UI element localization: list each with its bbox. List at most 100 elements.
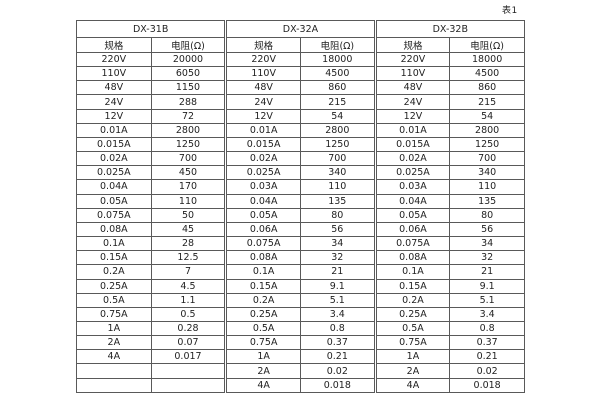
- spec-cell: 0.15A: [76, 250, 152, 266]
- resistance-cell: 80: [299, 207, 376, 223]
- resistance-column-header: 电阻(Ω): [449, 37, 525, 53]
- resistance-cell: 340: [299, 165, 376, 181]
- resistance-cell: 0.8: [299, 320, 376, 337]
- resistance-cell: 215: [449, 94, 525, 110]
- spec-cell: 0.25A: [373, 306, 451, 322]
- resistance-cell: 450: [150, 165, 227, 181]
- table-row: 48V 1150 48V 860 48V 860: [76, 80, 525, 96]
- spec-cell: 48V: [76, 80, 152, 96]
- spec-cell: 0.5A: [373, 320, 451, 337]
- spec-cell: 24V: [76, 94, 152, 110]
- spec-cell: 12V: [373, 108, 451, 124]
- resistance-cell: 54: [299, 108, 376, 124]
- spec-cell: 0.015A: [76, 136, 152, 153]
- table-row: 1A 0.28 0.5A 0.8 0.5A 0.8: [76, 320, 525, 337]
- resistance-cell: 110: [449, 179, 525, 195]
- resistance-cell: 6050: [150, 66, 227, 82]
- resistance-cell: 0.5: [150, 306, 227, 322]
- spec-cell: 0.1A: [373, 264, 451, 280]
- table-row: 0.1A 28 0.075A 34 0.075A 34: [76, 236, 525, 252]
- spec-cell: 0.05A: [76, 193, 152, 209]
- spec-cell: 0.02A: [76, 151, 152, 167]
- spec-column-header: 规格: [373, 37, 451, 53]
- resistance-cell: 0.07: [150, 335, 227, 351]
- spec-cell: 0.06A: [224, 221, 301, 238]
- spec-cell: 12V: [76, 108, 152, 124]
- spec-cell: 0.075A: [76, 207, 152, 223]
- resistance-cell: 0.28: [150, 320, 227, 337]
- table-row: 0.04A 170 0.03A 110 0.03A 110: [76, 179, 525, 195]
- resistance-cell: 700: [449, 151, 525, 167]
- resistance-cell: 700: [299, 151, 376, 167]
- table-row: 2A 0.02 2A 0.02: [76, 363, 525, 379]
- spec-cell: 0.03A: [373, 179, 451, 195]
- resistance-cell: 12.5: [150, 250, 227, 266]
- table-row: 0.05A 110 0.04A 135 0.04A 135: [76, 193, 525, 209]
- spec-cell: 24V: [224, 94, 301, 110]
- spec-cell: 0.03A: [224, 179, 301, 195]
- resistance-cell: 4.5: [150, 278, 227, 294]
- resistance-cell: 21: [299, 264, 376, 280]
- resistance-cell: 135: [299, 193, 376, 209]
- spec-cell: 0.08A: [224, 250, 301, 266]
- spec-cell: 24V: [373, 94, 451, 110]
- table-row: 2A 0.07 0.75A 0.37 0.75A 0.37: [76, 335, 525, 351]
- spec-cell: 110V: [224, 66, 301, 82]
- table-row: 0.01A 2800 0.01A 2800 0.01A 2800: [76, 122, 525, 138]
- spec-cell: 2A: [373, 363, 451, 379]
- spec-cell: 4A: [373, 377, 451, 394]
- table-row: 24V 288 24V 215 24V 215: [76, 94, 525, 110]
- resistance-cell: 2800: [449, 122, 525, 138]
- spec-cell: 0.015A: [373, 136, 451, 153]
- resistance-cell: 1250: [150, 136, 227, 153]
- spec-cell: 0.15A: [373, 278, 451, 294]
- table-caption: 表1: [502, 6, 518, 16]
- resistance-cell: 3.4: [449, 306, 525, 322]
- spec-cell: 1A: [373, 349, 451, 365]
- table-row: 0.015A 1250 0.015A 1250 0.015A 1250: [76, 136, 525, 153]
- resistance-cell: 34: [299, 236, 376, 252]
- spec-cell: 0.08A: [373, 250, 451, 266]
- table-row: 0.15A 12.5 0.08A 32 0.08A 32: [76, 250, 525, 266]
- resistance-cell: 32: [449, 250, 525, 266]
- resistance-cell: 110: [299, 179, 376, 195]
- table-row: 0.075A 50 0.05A 80 0.05A 80: [76, 207, 525, 223]
- resistance-cell: 1250: [299, 136, 376, 153]
- spec-cell: 0.06A: [373, 221, 451, 238]
- spec-cell: 1A: [224, 349, 301, 365]
- spec-cell: 0.04A: [224, 193, 301, 209]
- table-row: 0.025A 450 0.025A 340 0.025A 340: [76, 165, 525, 181]
- resistance-cell: 700: [150, 151, 227, 167]
- resistance-cell: 56: [299, 221, 376, 238]
- resistance-cell: 2800: [299, 122, 376, 138]
- resistance-cell: 34: [449, 236, 525, 252]
- spec-cell: [76, 377, 152, 394]
- spec-cell: 2A: [224, 363, 301, 379]
- spec-cell: [76, 363, 152, 379]
- resistance-cell: 45: [150, 221, 227, 238]
- resistance-cell: 860: [449, 80, 525, 96]
- resistance-cell: 0.02: [299, 363, 376, 379]
- spec-cell: 0.1A: [224, 264, 301, 280]
- spec-cell: 0.04A: [76, 179, 152, 195]
- spec-cell: 0.025A: [224, 165, 301, 181]
- resistance-cell: 860: [299, 80, 376, 96]
- resistance-cell: 340: [449, 165, 525, 181]
- resistance-cell: 0.018: [299, 377, 376, 394]
- spec-cell: 48V: [224, 80, 301, 96]
- spec-cell: 0.5A: [76, 292, 152, 308]
- resistance-cell: 32: [299, 250, 376, 266]
- resistance-cell: 1150: [150, 80, 227, 96]
- resistance-cell: 5.1: [449, 292, 525, 308]
- spec-cell: 4A: [76, 349, 152, 365]
- spec-cell: 1A: [76, 320, 152, 337]
- resistance-cell: 215: [299, 94, 376, 110]
- table-row: 12V 72 12V 54 12V 54: [76, 108, 525, 124]
- spec-cell: 0.75A: [373, 335, 451, 351]
- resistance-column-header: 电阻(Ω): [150, 37, 227, 53]
- resistance-cell: 3.4: [299, 306, 376, 322]
- resistance-cell: 20000: [150, 51, 227, 68]
- resistance-cell: 54: [449, 108, 525, 124]
- resistance-cell: 0.21: [299, 349, 376, 365]
- spec-cell: 0.075A: [224, 236, 301, 252]
